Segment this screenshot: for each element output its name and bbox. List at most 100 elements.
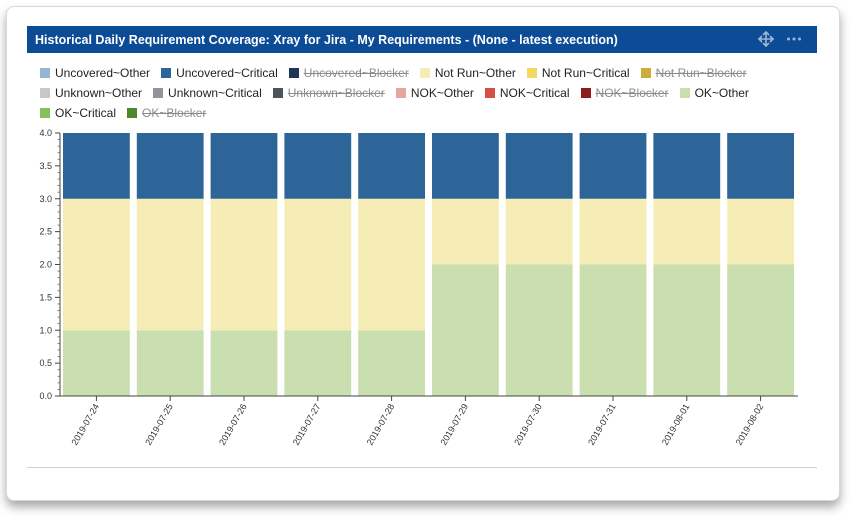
legend-label: NOK~Critical [499,86,570,100]
legend-item[interactable]: Unknown~Blocker [272,84,385,102]
x-tick-label: 2019-08-01 [660,402,692,447]
y-tick-label: 0.5 [39,358,52,368]
legend-swatch [40,88,50,98]
y-tick-label: 1.5 [39,292,52,302]
y-tick-label: 2.0 [39,260,52,270]
bar-segment[interactable] [63,198,130,331]
x-tick-label: 2019-07-31 [586,402,618,447]
legend-label: Not Run~Critical [541,66,630,80]
bar-segment[interactable] [358,198,425,331]
legend-swatch [40,68,50,78]
x-tick-label: 2019-07-25 [143,402,175,447]
x-tick-label: 2019-08-02 [734,402,766,447]
bar-segment[interactable] [210,330,278,396]
x-tick-label: 2019-07-24 [69,402,101,447]
x-tick-label: 2019-07-30 [512,402,544,447]
legend-item[interactable]: NOK~Other [395,84,474,102]
bar-segment[interactable] [505,198,573,265]
bar-segment[interactable] [727,198,794,265]
legend-item[interactable]: Uncovered~Blocker [288,64,409,82]
legend-swatch [679,88,690,98]
legend-swatch [419,68,430,78]
legend-label: Unknown~Blocker [287,86,385,100]
legend-swatch [395,88,406,98]
move-arrows-icon[interactable] [757,30,775,48]
bar-segment[interactable] [63,330,130,396]
bar-segment[interactable] [653,264,721,397]
bar-segment[interactable] [579,264,647,397]
gadget-header: Historical Daily Requirement Coverage: X… [27,26,817,53]
y-tick-label: 2.5 [39,227,52,237]
bar-segment[interactable] [727,133,794,199]
legend-label: OK~Blocker [142,106,207,120]
legend-swatch [526,68,537,78]
legend-item[interactable]: Not Run~Blocker [640,64,747,82]
bar-segment[interactable] [284,198,352,331]
legend-swatch [153,88,164,98]
legend-swatch [161,68,172,78]
bar-segment[interactable] [210,198,278,331]
legend-item[interactable]: Uncovered~Other [40,64,150,82]
legend-label: NOK~Other [410,86,474,100]
legend-label: Uncovered~Other [55,66,151,80]
legend-label: Not Run~Other [434,66,516,80]
y-tick-label: 1.0 [39,325,52,335]
bar-segment[interactable] [432,264,499,397]
bar-segment[interactable] [579,133,647,199]
x-tick-label: 2019-07-28 [365,402,397,447]
y-tick-label: 0.0 [39,391,52,401]
legend-label: Unknown~Critical [168,86,262,100]
bar-segment[interactable] [358,330,425,396]
legend-item[interactable]: NOK~Critical [484,84,570,102]
x-tick-label: 2019-07-29 [438,402,470,447]
legend-swatch [272,88,283,98]
bar-segment[interactable] [727,264,794,397]
legend-swatch [484,88,495,98]
legend-item[interactable]: OK~Other [679,84,749,102]
legend-swatch [288,68,299,78]
bar-segment[interactable] [653,133,721,199]
legend-swatch [40,108,50,118]
legend-label: OK~Critical [55,106,117,120]
bar-segment[interactable] [432,198,499,265]
bar-segment[interactable] [284,133,352,199]
bar-segment[interactable] [505,264,573,397]
bar-segment[interactable] [432,133,499,199]
gadget-title: Historical Daily Requirement Coverage: X… [35,32,618,47]
y-tick-label: 3.0 [39,194,52,204]
x-tick-label: 2019-07-26 [217,402,249,447]
legend-item[interactable]: OK~Critical [40,104,116,122]
legend-label: Unknown~Other [55,86,143,100]
bar-segment[interactable] [579,198,647,265]
legend-item[interactable]: Not Run~Critical [526,64,630,82]
bar-segment[interactable] [284,330,352,396]
legend-item[interactable]: Unknown~Other [40,84,142,102]
bar-segment[interactable] [505,133,573,199]
legend-item[interactable]: Not Run~Other [419,64,516,82]
legend-swatch [127,108,138,118]
more-dots-icon[interactable] [785,30,803,48]
y-tick-label: 3.5 [39,161,52,171]
bar-segment[interactable] [136,330,204,396]
legend-label: Uncovered~Critical [176,66,278,80]
bar-segment[interactable] [653,198,721,265]
bar-segment[interactable] [358,133,425,199]
x-tick-label: 2019-07-27 [291,402,323,447]
bar-segment[interactable] [63,133,130,199]
legend-item[interactable]: NOK~Blocker [580,84,669,102]
legend-label: Uncovered~Blocker [303,66,409,80]
legend-item[interactable]: OK~Blocker [127,104,206,122]
chart-legend: Uncovered~Other Uncovered~Critical Uncover… [40,64,820,122]
legend-label: OK~Other [694,86,749,100]
y-tick-label: 4.0 [39,128,52,138]
header-actions [757,30,803,48]
bar-segment[interactable] [136,198,204,331]
bar-segment[interactable] [210,133,278,199]
footer-divider [27,467,817,468]
legend-swatch [640,68,651,78]
legend-swatch [580,88,591,98]
bar-segment[interactable] [136,133,204,199]
legend-item[interactable]: Uncovered~Critical [161,64,278,82]
legend-item[interactable]: Unknown~Critical [153,84,262,102]
